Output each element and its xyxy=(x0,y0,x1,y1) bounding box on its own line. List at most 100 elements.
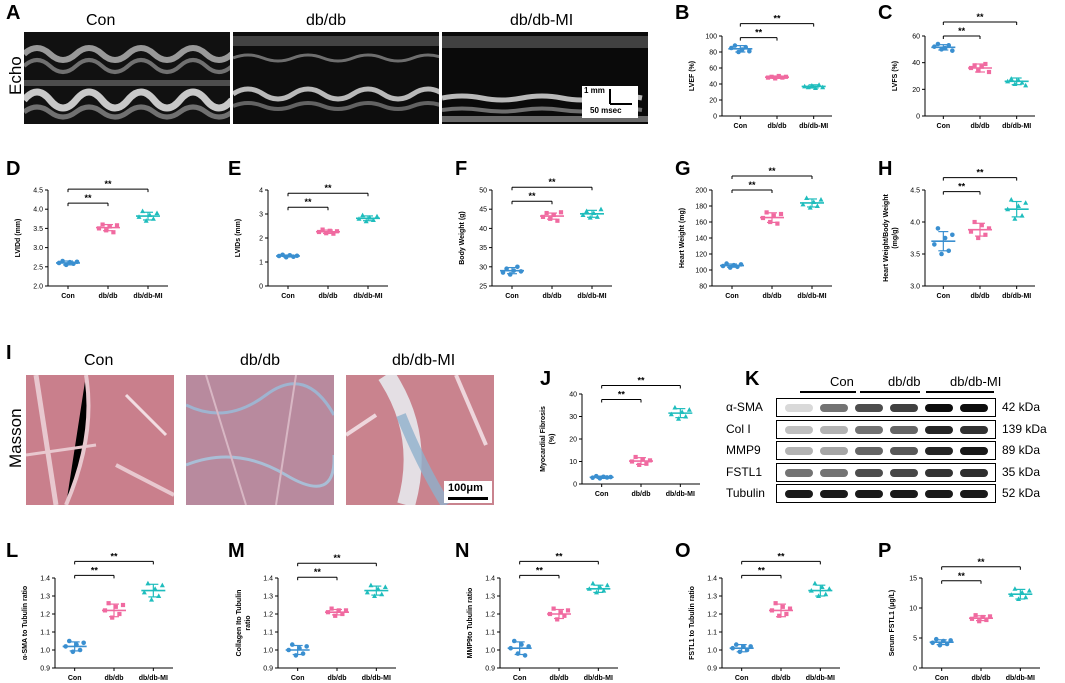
chart-o-y-tick-label: 1.0 xyxy=(707,648,717,655)
chart-o-x-tick-label: db/db xyxy=(771,675,790,682)
chart-m-point xyxy=(372,593,378,598)
chart-l-x-tick-label: db/db xyxy=(104,675,123,682)
chart-d-y-tick-label: 4.5 xyxy=(33,188,43,195)
chart-e-point xyxy=(283,254,289,260)
chart-d-point xyxy=(114,223,120,228)
chart-m-point xyxy=(379,591,385,597)
chart-d-y-tick-label: 3.5 xyxy=(33,226,43,233)
chart-d-point xyxy=(100,222,105,227)
chart-j-x-tick-label: db/db-MI xyxy=(666,491,695,498)
chart-d-point xyxy=(107,224,112,229)
chart-n-y-tick-label: 1.4 xyxy=(485,576,495,583)
chart-m-y-tick-label: 1.1 xyxy=(263,630,273,637)
blot-band xyxy=(855,468,883,477)
chart-h-point xyxy=(986,226,992,231)
chart-p-y-axis-label: Serum FSTL1 (μg/L) xyxy=(889,590,896,657)
chart-f-point xyxy=(551,212,556,218)
echo-trace-con xyxy=(24,45,230,120)
chart-n-point xyxy=(519,642,524,647)
chart-c-point xyxy=(1005,78,1011,84)
chart-n-y-tick-label: 1.1 xyxy=(485,630,495,637)
chart-o-point xyxy=(773,601,778,606)
masson-label-dbdb: db/db xyxy=(240,352,281,369)
chart-o-point xyxy=(737,649,743,655)
chart-e-point xyxy=(360,212,366,218)
blot-band xyxy=(785,468,813,477)
chart-o-y-tick-label: 1.3 xyxy=(707,594,717,601)
chart-p-y-tick-label: 5 xyxy=(913,636,917,643)
chart-e-x-tick-label: db/db xyxy=(318,293,337,300)
chart-d-y-tick-label: 2.5 xyxy=(33,264,43,271)
chart-o-y-tick-label: 1.2 xyxy=(707,612,717,619)
chart-g-point xyxy=(720,263,726,269)
chart-c-sig-label: ** xyxy=(976,12,984,22)
blot-strip xyxy=(776,441,996,460)
chart-g-x-tick-label: Con xyxy=(725,293,739,300)
chart-g-point xyxy=(778,211,784,217)
chart-o-point xyxy=(826,586,832,591)
chart-d-point xyxy=(71,261,76,267)
chart-e-point xyxy=(276,253,282,259)
chart-h-y-tick-label: 4.0 xyxy=(910,220,920,227)
masson-image-con xyxy=(26,375,174,505)
chart-f-sig-label: ** xyxy=(548,177,556,187)
chart-f-point xyxy=(540,214,546,219)
echo-scale-msec: 50 msec xyxy=(590,106,622,115)
chart-g-point xyxy=(768,219,773,225)
chart-p-x-tick-label: db/db-MI xyxy=(1006,675,1035,682)
chart-j-y-axis-label: Myocardial Fibrosis xyxy=(540,406,547,472)
panel-letter-e: E xyxy=(228,158,242,180)
chart-b-point xyxy=(769,74,774,79)
panel-letter-d: D xyxy=(6,158,21,180)
blot-header-line-dbdb xyxy=(860,391,920,393)
chart-m-y-tick-label: 0.9 xyxy=(263,666,273,673)
chart-f-y-tick-label: 45 xyxy=(479,207,487,214)
chart-d-point xyxy=(60,258,65,264)
chart-c-point xyxy=(1015,77,1021,82)
chart-h-point xyxy=(976,235,981,241)
chart-p-point xyxy=(973,613,978,618)
chart-h-point xyxy=(983,232,988,237)
chart-o-point xyxy=(819,584,825,589)
chart-j-point xyxy=(679,409,685,414)
chart-b-point xyxy=(765,75,771,80)
echo-image-dbdb xyxy=(233,32,439,124)
chart-f-point xyxy=(580,212,586,217)
chart-l-sig-label: ** xyxy=(110,551,118,561)
chart-l-point xyxy=(70,649,76,655)
chart-n-point xyxy=(601,588,607,593)
chart-p-point xyxy=(984,617,989,623)
chart-g-point xyxy=(804,195,810,200)
chart-l-point xyxy=(149,597,155,602)
chart-p-point xyxy=(977,619,982,624)
chart-p-y-tick-label: 0 xyxy=(913,666,917,673)
chart-p-point xyxy=(980,614,985,620)
chart-n-y-tick-label: 1.2 xyxy=(485,612,495,619)
masson-texture-con xyxy=(26,375,174,505)
masson-image-dbdb xyxy=(186,375,334,505)
chart-e-point xyxy=(291,254,296,260)
masson-scale-bar xyxy=(448,497,488,500)
blot-band xyxy=(820,447,848,455)
chart-n-y-axis-label: MMP9to Tubulin ratio xyxy=(467,588,474,659)
echo-trace-dbdb xyxy=(233,36,439,111)
chart-g-point xyxy=(727,265,733,270)
chart-n-sig-label: ** xyxy=(536,565,544,575)
echo-label-con: Con xyxy=(86,12,116,29)
chart-e-y-axis-label: LVIDs (mm) xyxy=(235,219,242,257)
chart-h-y-axis-label: (mg/g) xyxy=(892,227,899,248)
chart-f-point xyxy=(591,210,597,216)
chart-m-point xyxy=(336,608,341,613)
masson-label-con: Con xyxy=(84,352,114,369)
chart-o-x-tick-label: Con xyxy=(735,675,749,682)
chart-c-point xyxy=(1023,82,1029,88)
chart-m-point xyxy=(325,610,331,615)
chart-n-point xyxy=(555,617,560,622)
chart-b-point xyxy=(820,84,826,90)
blot-band xyxy=(925,404,953,412)
chart-h-point xyxy=(950,232,955,238)
chart-n-point xyxy=(604,582,610,588)
chart-m-sig-label: ** xyxy=(314,567,322,577)
blot-kda-label: 42 kDa xyxy=(1002,400,1041,414)
chart-f-point xyxy=(511,268,517,273)
